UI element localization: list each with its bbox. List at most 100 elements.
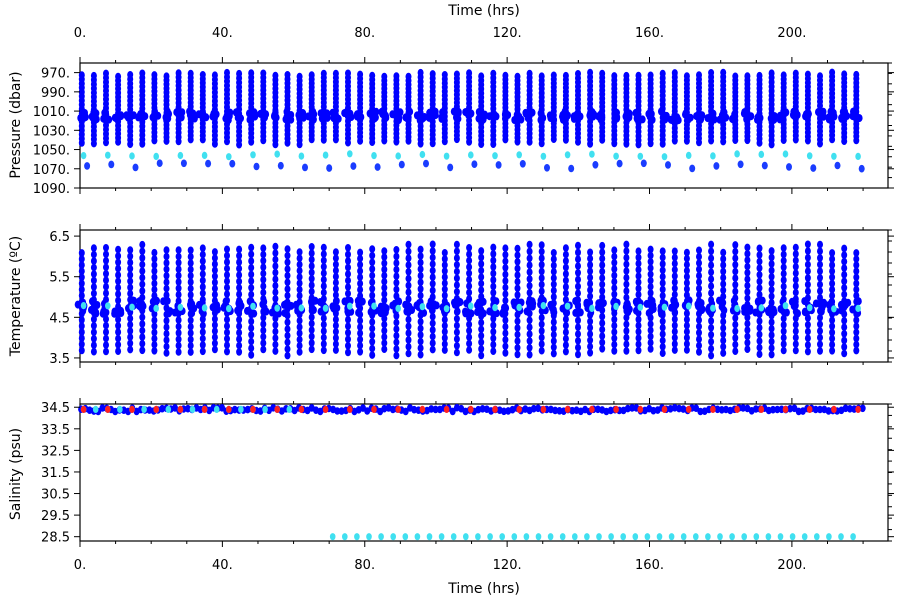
temperature-point	[647, 326, 654, 335]
temperature-point	[756, 264, 763, 272]
temperature-point	[599, 261, 606, 269]
pressure-level-point	[129, 152, 135, 160]
temperature-point	[780, 244, 787, 252]
temperature-point	[248, 270, 255, 279]
temperature-point	[587, 267, 594, 276]
temperature-point	[747, 304, 754, 313]
temperature-point	[720, 248, 727, 257]
temperature-point	[272, 262, 279, 270]
pressure-bottom-point	[205, 159, 212, 168]
temperature-point	[587, 273, 594, 282]
temperature-point	[599, 280, 606, 289]
salinity-y-tick-label: 30.5	[41, 488, 70, 503]
temperature-point	[308, 345, 315, 354]
temperature-point	[526, 254, 533, 263]
temperature-point	[829, 261, 836, 269]
temperature-point	[611, 321, 618, 330]
temperature-point	[261, 303, 268, 312]
temperature-point	[187, 259, 194, 267]
temperature-point	[175, 290, 182, 299]
salinity-band-point	[411, 405, 418, 414]
temperature-point	[853, 267, 860, 276]
temperature-point	[236, 245, 243, 254]
temperature-point	[236, 328, 243, 337]
temperature-point	[514, 271, 521, 279]
pressure-point	[271, 111, 279, 120]
temperature-point	[78, 328, 85, 336]
temperature-point	[756, 284, 763, 292]
temperature-point	[151, 316, 158, 325]
pressure-level-point	[758, 150, 765, 158]
temperature-point	[140, 302, 147, 311]
temperature-point	[78, 316, 85, 324]
temperature-point	[224, 264, 230, 273]
temperature-point	[453, 348, 460, 357]
temperature-point	[792, 269, 799, 278]
temperature-point	[454, 307, 461, 316]
temperature-level-point	[685, 302, 692, 310]
temperature-point	[78, 279, 85, 288]
temperature-point	[224, 315, 230, 324]
temperature-point	[347, 307, 355, 316]
temperature-point	[163, 284, 170, 293]
salinity-level-point	[801, 533, 808, 541]
temperature-point	[332, 291, 339, 299]
temperature-point	[429, 286, 436, 295]
temperature-point	[332, 248, 339, 256]
salinity-level-point	[831, 405, 837, 413]
temperature-point	[441, 291, 448, 300]
temperature-point	[248, 277, 255, 285]
pressure-point	[77, 114, 84, 122]
temperature-point	[417, 324, 424, 333]
pressure-point	[296, 140, 303, 149]
pressure-point	[405, 137, 412, 145]
temperature-point	[659, 247, 666, 255]
temperature-point	[441, 267, 448, 275]
temperature-point	[801, 308, 809, 317]
temperature-point	[115, 347, 122, 356]
pressure-point	[493, 112, 500, 121]
temperature-point	[696, 252, 702, 261]
temperature-point	[550, 318, 557, 326]
temperature-point	[90, 263, 97, 272]
temperature-point	[756, 251, 763, 259]
temperature-point	[611, 334, 618, 343]
salinity-plot-frame	[79, 403, 889, 542]
pressure-level-point	[177, 151, 184, 160]
temperature-point	[393, 345, 400, 353]
temperature-point	[635, 266, 642, 274]
temperature-point	[647, 264, 654, 272]
temperature-point	[211, 260, 218, 268]
temperature-point	[841, 284, 848, 292]
temperature-point	[550, 261, 557, 270]
temperature-point	[320, 314, 327, 323]
top-x-tick-label: 200.	[777, 26, 806, 41]
pressure-point	[612, 108, 619, 117]
pressure-point	[696, 138, 702, 147]
pressure-point	[502, 135, 509, 144]
temperature-point	[260, 282, 267, 291]
temperature-point	[611, 246, 618, 254]
temperature-point	[550, 343, 557, 352]
temperature-point	[744, 288, 751, 296]
temperature-point	[466, 275, 473, 284]
temperature-point	[780, 333, 787, 342]
pressure-point	[117, 112, 125, 121]
temperature-point	[696, 329, 702, 337]
temperature-point	[647, 345, 654, 353]
salinity-level-point	[153, 405, 159, 413]
pressure-point	[296, 114, 303, 123]
temperature-y-tick-label: 6.5	[49, 230, 70, 245]
temperature-point	[562, 321, 569, 330]
pressure-point	[163, 137, 170, 145]
temperature-point	[659, 260, 666, 268]
salinity-level-point	[572, 533, 578, 541]
salinity-level-point	[589, 405, 595, 413]
temperature-point	[817, 293, 823, 302]
temperature-point	[357, 248, 364, 257]
temperature-point	[369, 331, 376, 340]
temperature-point	[381, 290, 388, 298]
temperature-point	[224, 328, 230, 337]
salinity-level-point	[734, 405, 740, 413]
temperature-point	[441, 346, 448, 354]
